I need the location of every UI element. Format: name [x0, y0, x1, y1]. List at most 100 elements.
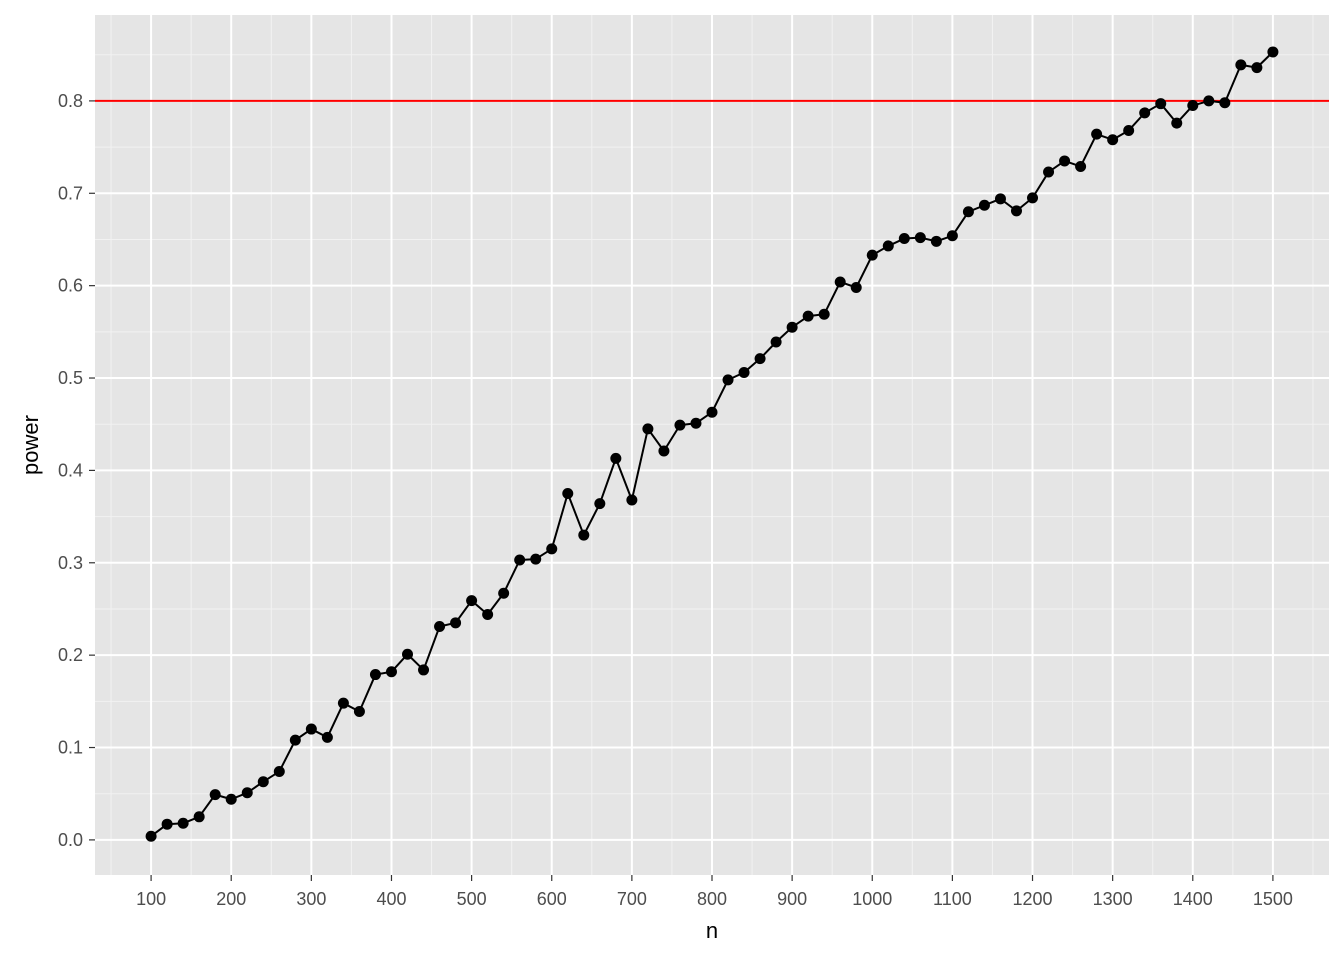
data-point [321, 731, 333, 743]
y-axis-title: power [18, 415, 43, 475]
x-tick-label: 200 [216, 889, 246, 909]
x-tick-label: 800 [697, 889, 727, 909]
data-point [385, 666, 397, 678]
data-point [610, 452, 622, 464]
x-tick-label: 400 [376, 889, 406, 909]
data-point [706, 406, 718, 418]
y-tick-label: 0.7 [58, 183, 83, 203]
y-axis-ticks: 0.0 0.1 0.2 0.3 0.4 0.5 0.6 0.7 0.8 [58, 91, 95, 850]
x-axis-title: n [706, 918, 718, 943]
data-point [209, 789, 221, 801]
data-point [786, 321, 798, 333]
data-point [353, 705, 365, 717]
data-point [946, 230, 958, 242]
y-tick-label: 0.5 [58, 368, 83, 388]
data-point [754, 353, 766, 365]
y-tick-label: 0.0 [58, 830, 83, 850]
data-point [482, 609, 494, 621]
data-point [434, 621, 446, 633]
data-point [658, 445, 670, 457]
x-axis-ticks: 100 200 300 400 500 600 700 800 900 1000 1100 1200 1… [136, 875, 1293, 909]
data-point [802, 310, 814, 322]
data-point [418, 664, 430, 676]
data-point [882, 240, 894, 252]
data-point [1155, 98, 1167, 110]
data-point [1171, 117, 1183, 129]
x-tick-label: 1500 [1253, 889, 1293, 909]
data-point [273, 766, 285, 778]
data-point [674, 419, 686, 431]
x-tick-label: 500 [457, 889, 487, 909]
x-tick-label: 1300 [1093, 889, 1133, 909]
data-point [450, 617, 462, 629]
data-point [962, 206, 974, 218]
data-point [1059, 155, 1071, 167]
data-point [241, 787, 253, 799]
data-point [594, 498, 606, 510]
data-point [1267, 46, 1279, 58]
x-tick-label: 1000 [852, 889, 892, 909]
data-point [1123, 124, 1135, 136]
data-point [978, 199, 990, 211]
data-point [369, 669, 381, 681]
y-tick-label: 0.2 [58, 645, 83, 665]
data-point [225, 793, 237, 805]
data-point [818, 308, 830, 320]
data-point [1187, 100, 1199, 112]
data-point [1010, 205, 1022, 217]
data-point [1139, 107, 1151, 119]
data-point [1219, 97, 1231, 109]
data-point [337, 697, 349, 709]
data-point [994, 193, 1006, 205]
x-tick-label: 600 [537, 889, 567, 909]
data-point [257, 776, 269, 788]
x-tick-label: 300 [296, 889, 326, 909]
x-tick-label: 100 [136, 889, 166, 909]
data-point [1075, 160, 1087, 172]
series-points [145, 46, 1279, 842]
data-point [690, 417, 702, 429]
data-point [1203, 95, 1215, 107]
data-point [834, 276, 846, 288]
data-point [145, 830, 157, 842]
data-point [498, 587, 510, 599]
data-point [914, 232, 926, 244]
data-point [1235, 59, 1247, 71]
data-point [562, 487, 574, 499]
y-tick-label: 0.8 [58, 91, 83, 111]
data-point [305, 723, 317, 735]
data-point [578, 529, 590, 541]
y-tick-label: 0.3 [58, 553, 83, 573]
x-tick-label: 1400 [1173, 889, 1213, 909]
data-point [738, 366, 750, 378]
data-point [930, 235, 942, 247]
major-gridlines [95, 15, 1329, 875]
data-point [1251, 62, 1263, 74]
data-point [514, 554, 526, 566]
x-tick-label: 1200 [1012, 889, 1052, 909]
data-point [642, 423, 654, 435]
data-point [1027, 192, 1039, 204]
data-point [1043, 166, 1055, 178]
x-tick-label: 900 [777, 889, 807, 909]
data-point [466, 595, 478, 607]
data-point [402, 648, 414, 660]
x-tick-label: 1100 [933, 889, 972, 909]
data-point [193, 811, 205, 823]
x-tick-label: 700 [617, 889, 647, 909]
y-tick-label: 0.4 [58, 460, 83, 480]
data-point [289, 734, 301, 746]
data-point [1091, 128, 1103, 140]
data-point [546, 543, 558, 555]
data-point [770, 336, 782, 348]
y-tick-label: 0.1 [58, 738, 83, 758]
data-point [866, 249, 878, 261]
y-tick-label: 0.6 [58, 276, 83, 296]
data-point [626, 494, 638, 506]
data-point [722, 374, 734, 386]
data-point [177, 817, 189, 829]
data-point [1107, 134, 1119, 146]
data-point [850, 282, 862, 294]
data-point [898, 233, 910, 245]
